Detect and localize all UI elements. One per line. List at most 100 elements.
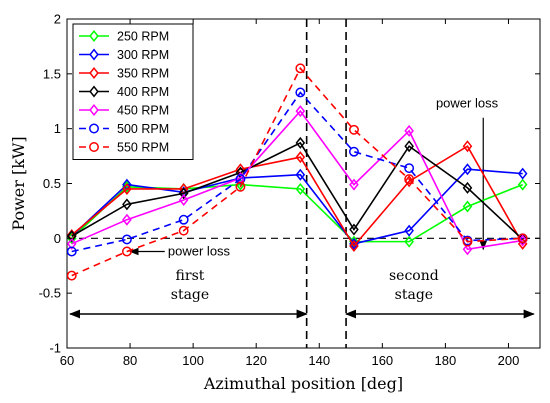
data-point [178, 214, 189, 225]
series-line [71, 168, 523, 245]
data-point [462, 236, 473, 247]
legend-label: 250 RPM [117, 30, 169, 44]
data-point [178, 193, 189, 206]
legend-label: 400 RPM [117, 85, 169, 99]
data-point [404, 124, 414, 137]
y-tick-label: -0.5 [39, 286, 61, 301]
x-tick-label: 160 [371, 353, 393, 368]
y-tick-label: 0.5 [43, 176, 61, 191]
data-point [121, 246, 132, 257]
legend-marker [89, 48, 99, 61]
y-tick-label: 2 [54, 12, 61, 27]
series-line [71, 141, 524, 241]
legend-entry: 250 RPM [79, 30, 169, 44]
legend-entry: 350 RPM [79, 67, 169, 81]
x-tick-label: 180 [435, 353, 457, 368]
data-point [462, 200, 473, 213]
power-loss-label: power loss [168, 243, 231, 258]
x-tick-label: 100 [182, 353, 204, 368]
legend-entry: 400 RPM [79, 85, 169, 99]
legend-label: 550 RPM [117, 141, 169, 155]
axis-ticks: 60 80 100 120 140 160 180 200 -1 -0.5 0 0.5 1 1.5 2 [39, 12, 540, 368]
data-point [295, 151, 306, 164]
data-point [404, 175, 414, 188]
legend-label: 350 RPM [117, 67, 169, 81]
data-point [404, 235, 414, 248]
data-point [122, 198, 132, 211]
reference-lines [67, 19, 540, 348]
data-point [517, 233, 528, 244]
data-point [295, 105, 306, 118]
legend-marker [89, 66, 99, 80]
data-point [462, 163, 473, 176]
data-point [178, 187, 189, 200]
data-point [235, 181, 246, 192]
data-point [122, 213, 132, 226]
data-point [404, 163, 415, 174]
data-point [295, 63, 306, 74]
x-axis-label: Azimuthal position [deg] [203, 374, 403, 393]
x-tick-label: 120 [245, 353, 267, 368]
data-point [121, 234, 132, 245]
stage-label: stage [171, 287, 209, 303]
legend-entry: 300 RPM [79, 48, 169, 62]
data-point [67, 237, 77, 250]
legend-label: 450 RPM [117, 104, 169, 118]
series-group [67, 63, 528, 281]
data-point [462, 140, 473, 153]
y-axis-label: Power [kW] [9, 136, 28, 230]
stage-label: first [176, 268, 205, 284]
data-point [349, 178, 359, 191]
data-point [462, 181, 473, 194]
data-point [349, 146, 359, 157]
data-point [349, 223, 359, 236]
legend: 250 RPM 300 RPM 350 RPM 400 RPM 450 RPM 500 R… [72, 23, 194, 160]
legend-entry: 500 RPM [79, 122, 169, 136]
data-point [517, 178, 528, 191]
series-line [71, 145, 524, 248]
stage-label: second [389, 268, 439, 284]
data-point [295, 182, 306, 195]
legend-entry: 450 RPM [79, 104, 169, 118]
data-point [404, 174, 415, 185]
y-tick-label: 0 [54, 231, 61, 246]
data-point [462, 243, 473, 256]
x-tick-label: 80 [123, 353, 137, 368]
stage-label: stage [395, 287, 433, 303]
data-point [349, 124, 359, 135]
series-550-rpm [67, 63, 528, 281]
legend-marker [89, 142, 99, 152]
y-tick-label: 1.5 [43, 66, 61, 81]
data-point [295, 168, 306, 181]
data-point [349, 240, 359, 253]
legend-marker [89, 123, 99, 134]
x-tick-label: 140 [308, 353, 330, 368]
annotations: power loss power loss first stage second stag… [69, 95, 535, 319]
data-point [67, 246, 77, 257]
data-point [295, 87, 306, 98]
y-tick-label: -1 [49, 341, 61, 356]
data-point [295, 136, 306, 149]
data-point [67, 230, 77, 243]
data-point [67, 270, 77, 281]
x-tick-label: 60 [60, 353, 74, 368]
legend-label: 500 RPM [117, 122, 169, 136]
y-tick-label: 1 [54, 121, 61, 136]
data-point [178, 225, 189, 236]
data-point [122, 182, 132, 195]
series-line [71, 66, 523, 277]
series-line [71, 183, 523, 243]
legend-label: 300 RPM [117, 48, 169, 62]
legend-marker [89, 103, 99, 117]
series-line [71, 109, 523, 251]
series-line [71, 91, 523, 253]
data-point [404, 140, 414, 153]
legend-marker [89, 29, 99, 43]
data-point [517, 167, 528, 180]
legend-entry: 550 RPM [79, 141, 169, 155]
legend-marker [89, 85, 99, 98]
x-tick-label: 200 [498, 353, 520, 368]
power-loss-label: power loss [436, 95, 499, 110]
